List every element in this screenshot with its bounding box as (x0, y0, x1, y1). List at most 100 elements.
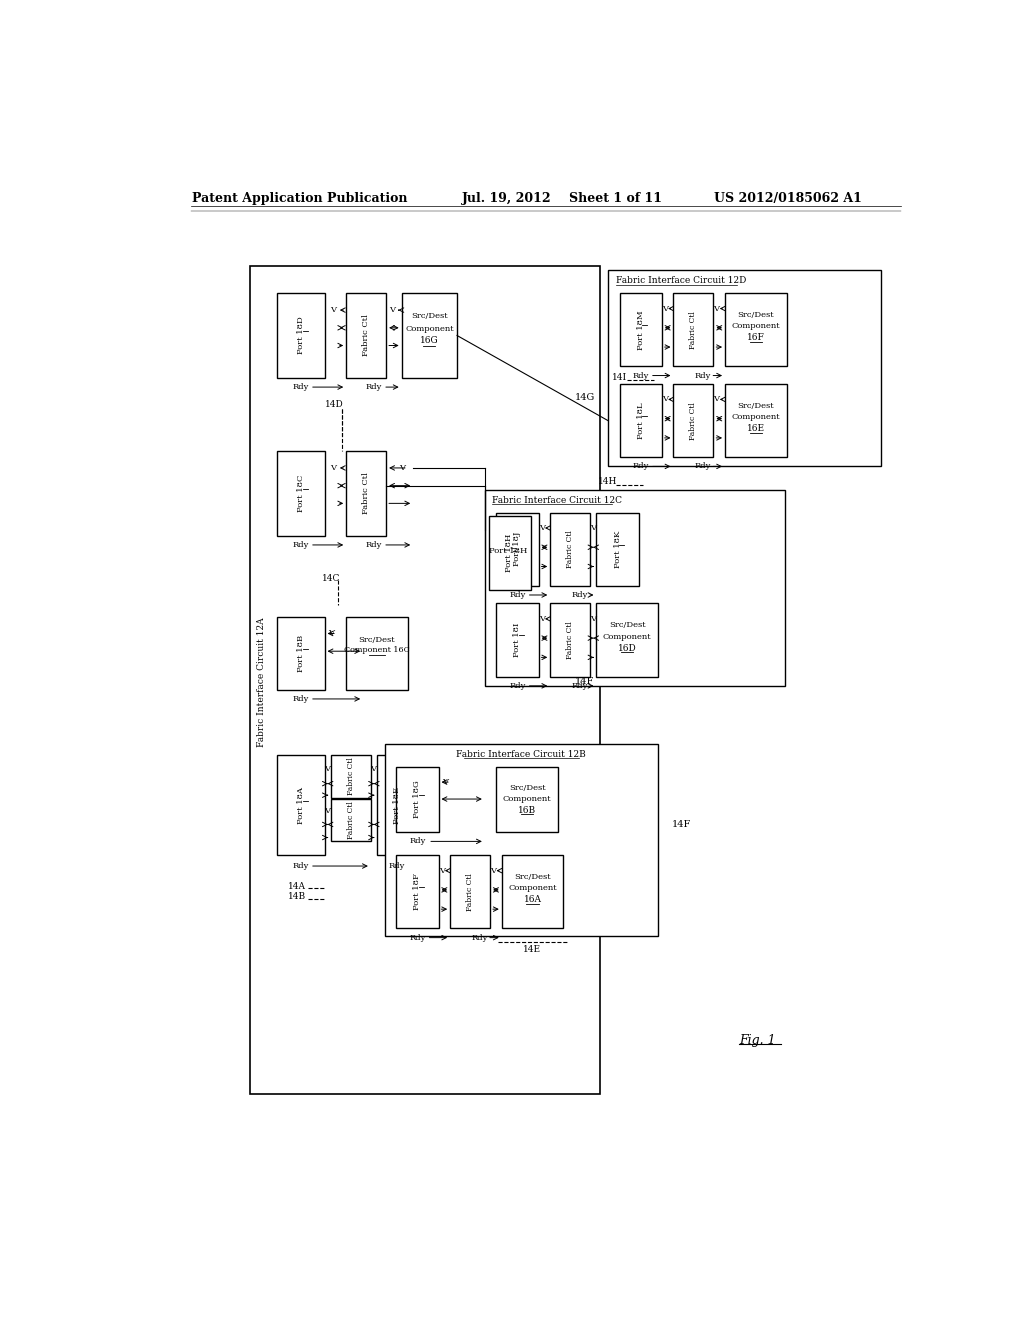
Text: V: V (662, 305, 668, 313)
Text: Fabric Interface Circuit 12C: Fabric Interface Circuit 12C (493, 496, 623, 504)
Text: Rdy: Rdy (366, 383, 382, 391)
Text: V: V (539, 615, 545, 623)
Text: Fabric Ctl: Fabric Ctl (689, 310, 697, 348)
Text: Sheet 1 of 11: Sheet 1 of 11 (569, 191, 663, 205)
Bar (276, 755, 325, 855)
Bar (596, 603, 658, 677)
Bar (331, 799, 371, 841)
Text: Fabric Ctl: Fabric Ctl (362, 314, 371, 356)
Text: Component: Component (406, 325, 454, 333)
Text: Rdy: Rdy (571, 682, 588, 690)
Bar (377, 755, 417, 855)
Text: V: V (398, 463, 404, 473)
Text: Src/Dest: Src/Dest (411, 313, 447, 321)
Text: Jul. 19, 2012: Jul. 19, 2012 (462, 191, 551, 205)
Bar (620, 293, 662, 367)
Text: Port 18H: Port 18H (488, 546, 527, 556)
Text: Src/Dest: Src/Dest (358, 636, 395, 644)
Text: 16B: 16B (518, 807, 537, 814)
Text: Fabric Ctl: Fabric Ctl (362, 473, 371, 515)
Text: Component: Component (731, 322, 780, 330)
Text: 14C: 14C (322, 574, 340, 582)
Bar (250, 267, 600, 1094)
Bar (550, 512, 590, 586)
Bar (497, 512, 539, 586)
Text: Rdy: Rdy (366, 541, 382, 549)
Text: 14F: 14F (672, 820, 691, 829)
Text: V: V (714, 305, 720, 313)
Text: Port 18H: Port 18H (506, 533, 513, 572)
Bar (674, 293, 714, 367)
Text: Port 18K: Port 18K (613, 531, 622, 568)
Text: V: V (714, 396, 720, 404)
Bar (276, 293, 325, 378)
Text: V: V (590, 615, 596, 623)
Text: 14E: 14E (523, 945, 542, 954)
Text: Rdy: Rdy (410, 837, 426, 845)
Text: Rdy: Rdy (471, 933, 487, 941)
Text: 14H: 14H (598, 478, 617, 486)
Text: Rdy: Rdy (293, 694, 309, 704)
Text: Rdy: Rdy (694, 371, 711, 380)
Text: Port 18B: Port 18B (297, 635, 305, 672)
Text: V: V (438, 867, 444, 875)
Text: 16A: 16A (523, 895, 542, 904)
Text: Port 18D: Port 18D (297, 317, 305, 354)
Text: Rdy: Rdy (571, 591, 588, 599)
Text: Src/Dest: Src/Dest (737, 401, 774, 409)
Bar (276, 451, 325, 536)
Text: Src/Dest: Src/Dest (509, 784, 546, 792)
Text: Port 18G: Port 18G (414, 780, 422, 818)
Text: Rdy: Rdy (389, 862, 406, 870)
Text: Src/Dest: Src/Dest (737, 310, 774, 318)
Text: Rdy: Rdy (633, 462, 649, 470)
Text: Fabric Ctl: Fabric Ctl (566, 531, 574, 568)
Text: Fabric Interface Circuit 12B: Fabric Interface Circuit 12B (457, 750, 586, 759)
Text: V: V (324, 766, 330, 774)
Text: Rdy: Rdy (633, 371, 649, 380)
Text: Rdy: Rdy (509, 682, 525, 690)
Bar (346, 616, 408, 689)
Text: V: V (441, 777, 447, 787)
Text: Fabric Ctl: Fabric Ctl (466, 873, 474, 911)
Bar (497, 603, 539, 677)
Text: Component: Component (731, 413, 780, 421)
Text: Port 18A: Port 18A (297, 787, 305, 824)
Bar (484, 490, 785, 686)
Bar (276, 616, 325, 689)
Text: V: V (370, 766, 376, 774)
Bar (725, 384, 786, 457)
Bar (385, 743, 658, 936)
Text: Port 18C: Port 18C (297, 475, 305, 512)
Bar (346, 293, 386, 378)
Text: Fabric Interface Circuit 12A: Fabric Interface Circuit 12A (257, 618, 266, 747)
Text: Component: Component (508, 884, 557, 892)
Text: Rdy: Rdy (694, 462, 711, 470)
Text: Component: Component (503, 795, 551, 803)
Bar (396, 855, 438, 928)
Text: Fabric Ctl: Fabric Ctl (347, 801, 354, 840)
Text: V: V (539, 524, 545, 532)
Bar (488, 516, 531, 590)
Text: Rdy: Rdy (410, 933, 426, 941)
Bar (596, 512, 639, 586)
Text: Rdy: Rdy (293, 862, 309, 870)
Text: 16F: 16F (746, 334, 765, 342)
Text: 14F: 14F (575, 677, 595, 686)
Bar (331, 755, 371, 797)
Bar (396, 767, 438, 832)
Text: Port 18J: Port 18J (513, 532, 521, 566)
Text: Port 18I: Port 18I (513, 623, 521, 657)
Text: 14I: 14I (612, 374, 627, 383)
Bar (401, 293, 457, 378)
Bar (674, 384, 714, 457)
Text: 14A: 14A (288, 882, 306, 891)
Bar (620, 384, 662, 457)
Text: 14G: 14G (574, 392, 595, 401)
Text: Port 18E: Port 18E (393, 787, 401, 824)
Text: Patent Application Publication: Patent Application Publication (193, 191, 408, 205)
Text: Rdy: Rdy (293, 541, 309, 549)
Text: Fabric Ctl: Fabric Ctl (347, 758, 354, 795)
Text: Rdy: Rdy (509, 591, 525, 599)
Text: V: V (330, 463, 336, 473)
